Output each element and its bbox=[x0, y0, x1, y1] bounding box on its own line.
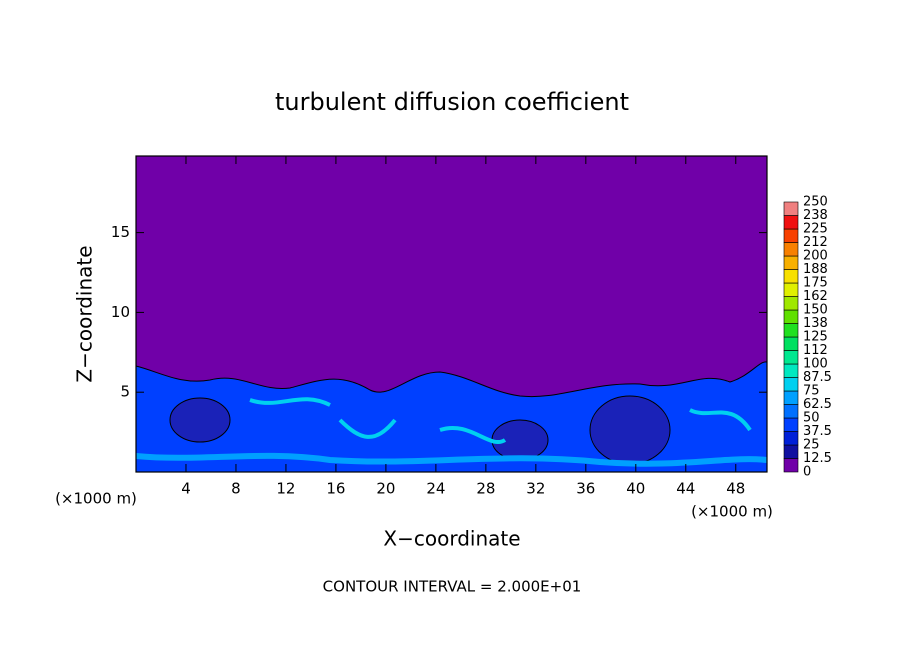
colorbar-label: 75 bbox=[803, 384, 820, 399]
colorbar-box bbox=[783, 215, 799, 230]
x-tick-label: 8 bbox=[231, 480, 241, 498]
colorbar-label: 62.5 bbox=[803, 397, 832, 412]
x-tick-label: 4 bbox=[181, 480, 191, 498]
colorbar-box bbox=[783, 296, 799, 311]
colorbar-box bbox=[783, 309, 799, 324]
x-tick-label: 48 bbox=[726, 480, 745, 498]
colorbar-label: 225 bbox=[803, 222, 828, 237]
colorbar-label: 175 bbox=[803, 276, 828, 291]
field bbox=[135, 155, 768, 473]
colorbar-box bbox=[783, 336, 799, 351]
x-tick-label: 44 bbox=[676, 480, 695, 498]
y-tick-label: 5 bbox=[120, 383, 130, 401]
colorbar-box bbox=[783, 417, 799, 432]
y-tick-label: 15 bbox=[111, 223, 130, 241]
colorbar-label: 12.5 bbox=[803, 451, 832, 466]
colorbar-label: 212 bbox=[803, 235, 828, 250]
annotation: CONTOUR INTERVAL = 2.000E+01 bbox=[323, 578, 582, 596]
colorbar-box bbox=[783, 323, 799, 338]
plot-frame bbox=[135, 155, 768, 473]
colorbar-label: 87.5 bbox=[803, 370, 832, 385]
eddy bbox=[169, 397, 231, 443]
colorbar-label: 188 bbox=[803, 262, 828, 277]
colorbar-label: 37.5 bbox=[803, 424, 832, 439]
x-tick-label: 32 bbox=[526, 480, 545, 498]
colorbar-label: 100 bbox=[803, 357, 828, 372]
colorbar-box bbox=[783, 377, 799, 392]
x-tick-label: 16 bbox=[326, 480, 345, 498]
x-tick-label: 20 bbox=[376, 480, 395, 498]
colorbar-box bbox=[783, 242, 799, 257]
colorbar-box bbox=[783, 458, 799, 473]
x-tick-label: 12 bbox=[276, 480, 295, 498]
colorbar-label: 162 bbox=[803, 289, 828, 304]
colorbar-label: 238 bbox=[803, 208, 828, 223]
colorbar-label: 138 bbox=[803, 316, 828, 331]
colorbar-box bbox=[783, 201, 799, 216]
colorbar-box bbox=[783, 390, 799, 405]
x-tick-label: 24 bbox=[426, 480, 445, 498]
y-tick-label: 10 bbox=[111, 303, 130, 321]
colorbar-label: 250 bbox=[803, 195, 828, 210]
colorbar-box bbox=[783, 363, 799, 378]
x-tick-label: 36 bbox=[576, 480, 595, 498]
colorbar-label: 150 bbox=[803, 303, 828, 318]
chart-title: turbulent diffusion coefficient bbox=[275, 88, 629, 116]
colorbar-box bbox=[783, 431, 799, 446]
colorbar-label: 125 bbox=[803, 330, 828, 345]
colorbar-box bbox=[783, 255, 799, 270]
eddy-streak bbox=[249, 397, 752, 444]
colorbar-box bbox=[783, 404, 799, 419]
colorbar-box bbox=[783, 282, 799, 297]
colorbar-label: 50 bbox=[803, 411, 820, 426]
colorbar-box bbox=[783, 444, 799, 459]
colorbar-box bbox=[783, 228, 799, 243]
y-unit-label: (×1000 m) bbox=[55, 490, 137, 508]
colorbar-label: 0 bbox=[803, 465, 811, 480]
colorbar-box bbox=[783, 269, 799, 284]
x-tick-label: 40 bbox=[626, 480, 645, 498]
eddy bbox=[589, 395, 671, 465]
eddy-streak bbox=[135, 452, 768, 467]
x-axis-label: X−coordinate bbox=[383, 527, 520, 551]
colorbar-box bbox=[783, 350, 799, 365]
x-unit-label: (×1000 m) bbox=[691, 503, 773, 521]
colorbar-label: 112 bbox=[803, 343, 828, 358]
colorbar-label: 25 bbox=[803, 438, 820, 453]
x-tick-label: 28 bbox=[476, 480, 495, 498]
colorbar-label: 200 bbox=[803, 249, 828, 264]
y-axis-label: Z−coordinate bbox=[73, 245, 97, 382]
